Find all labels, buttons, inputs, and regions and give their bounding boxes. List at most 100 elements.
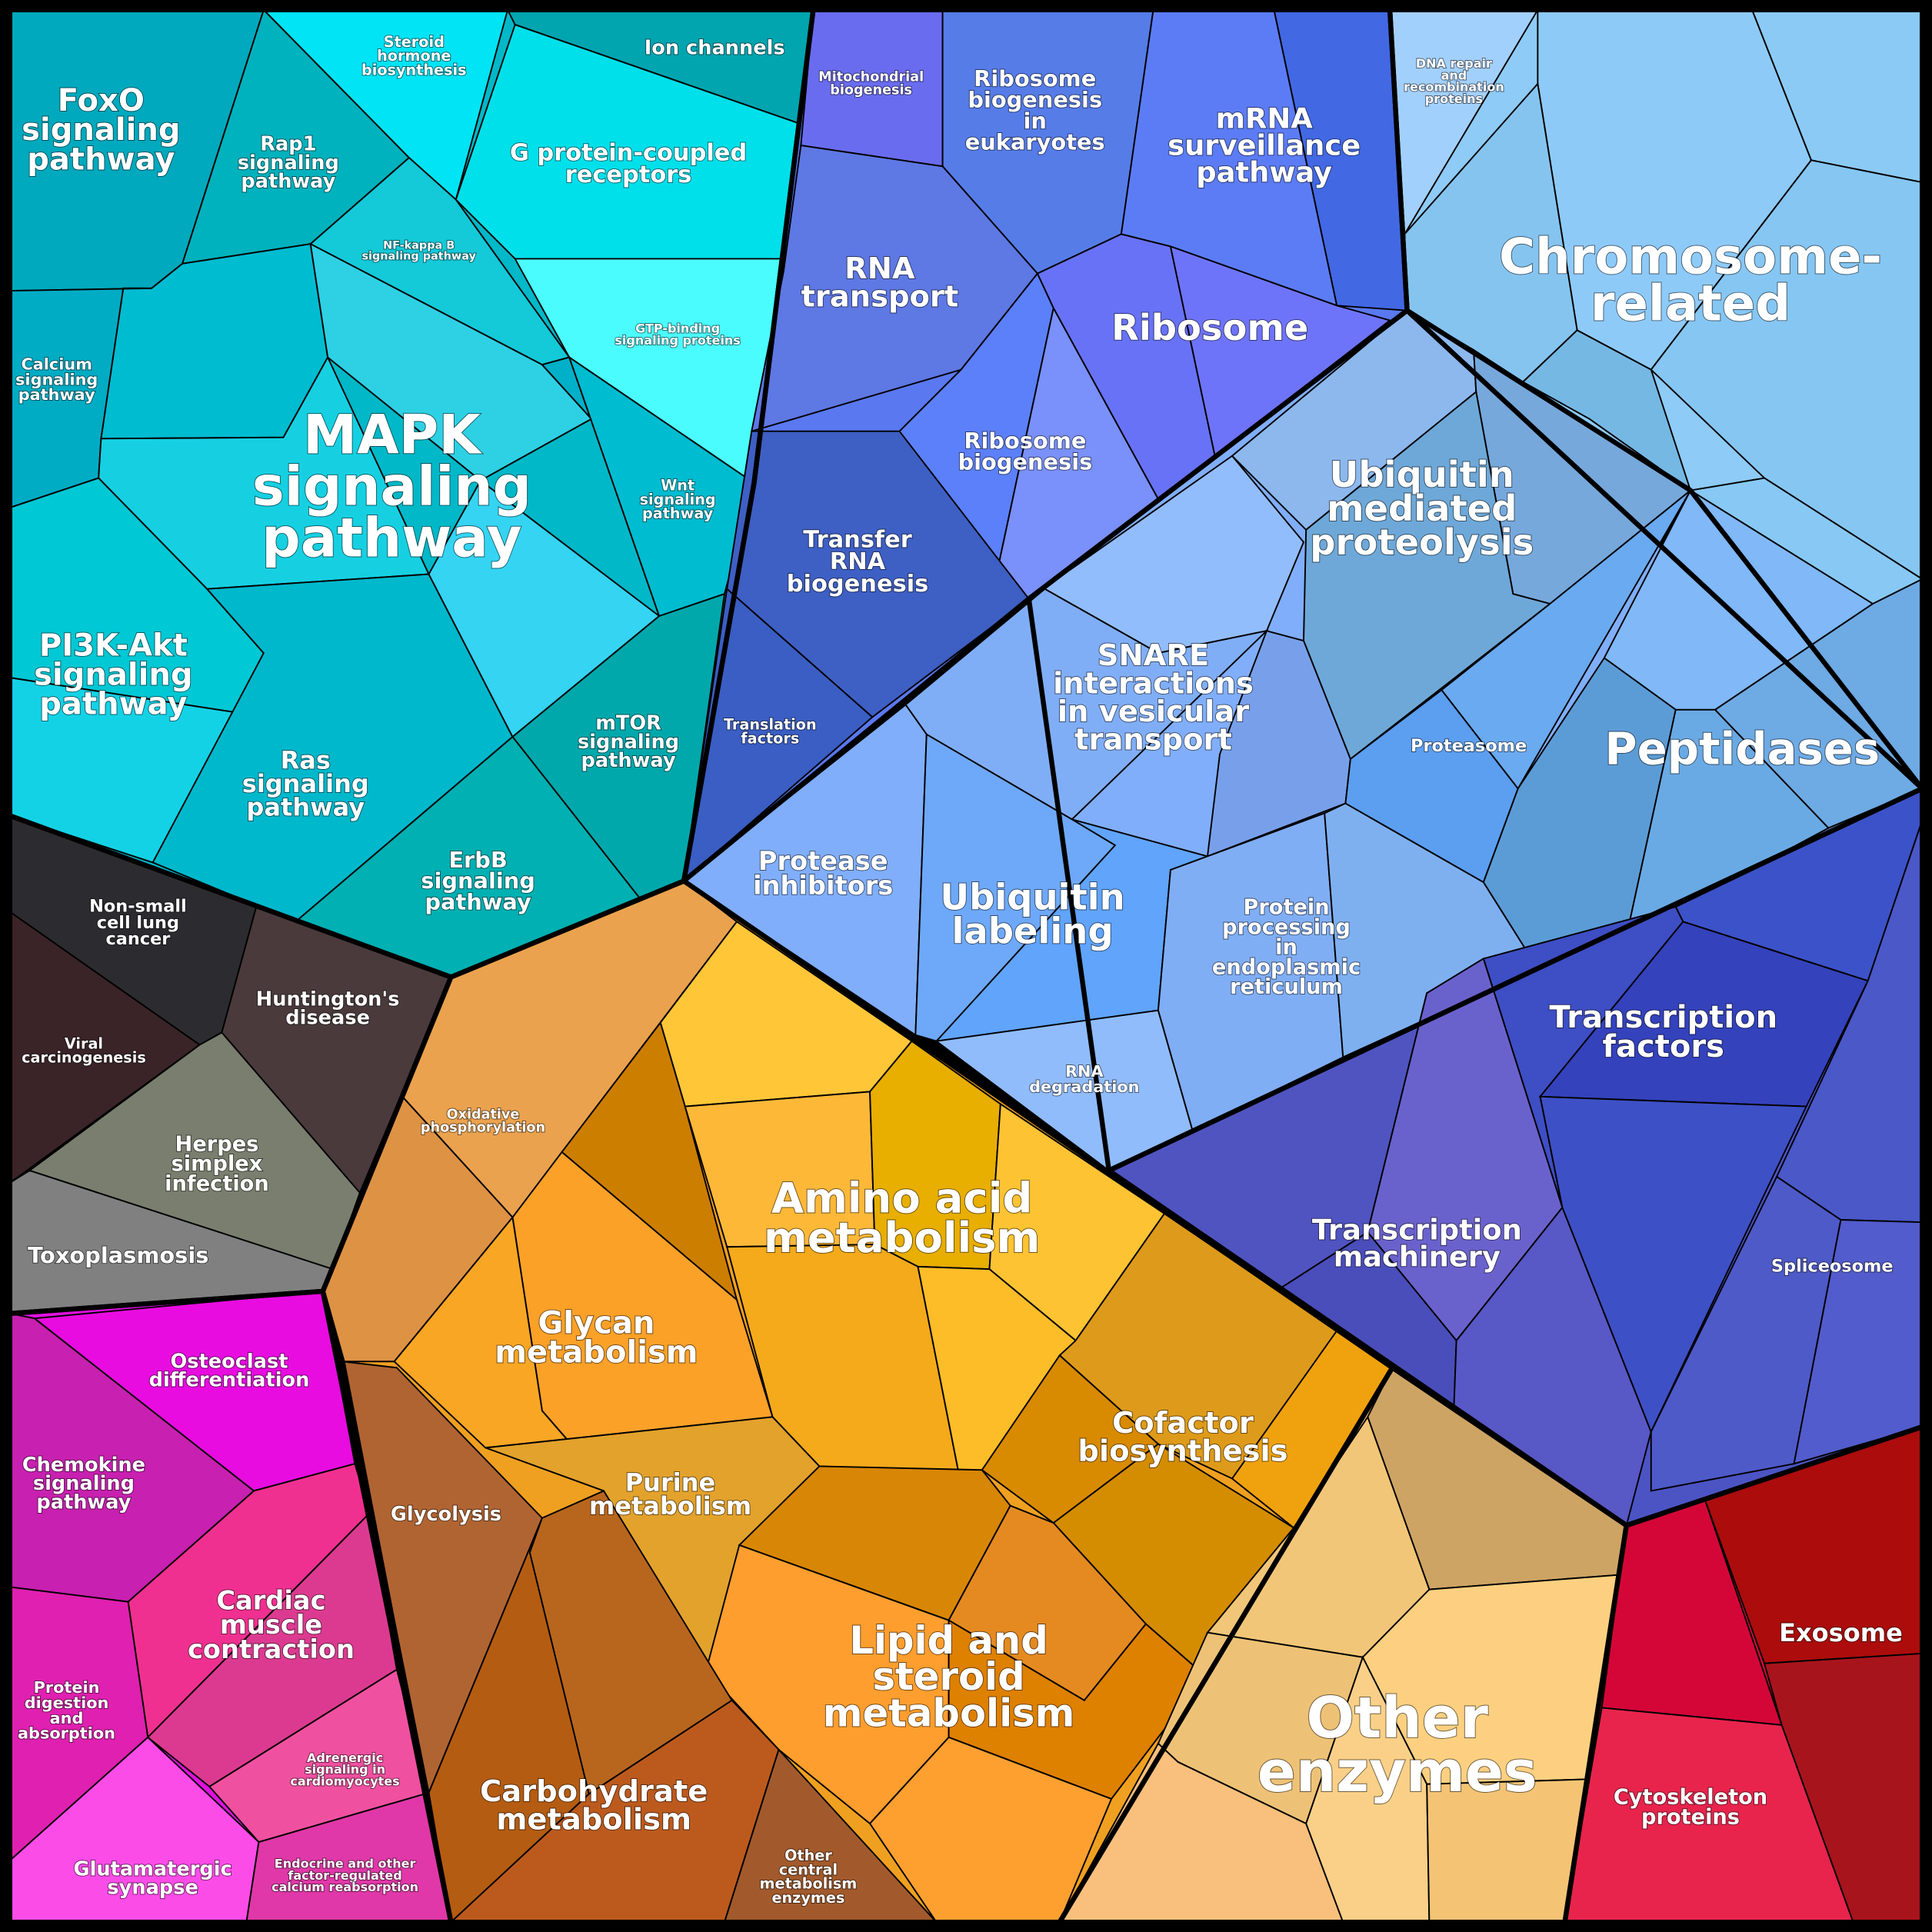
protein-cell bbox=[309, 242, 593, 481]
pathway-label-glycolysis: Glycolysis bbox=[391, 1503, 501, 1526]
label-line: Cardiac bbox=[216, 1585, 325, 1615]
label-line: enzymes bbox=[771, 1889, 844, 1907]
label-line: differentiation bbox=[149, 1369, 310, 1392]
pathway-label-cardiac-muscle-contraction: Cardiac muscle contraction bbox=[188, 1585, 355, 1664]
label-line: Calcium bbox=[21, 355, 92, 374]
label-line: mTOR bbox=[595, 711, 661, 734]
label-line: biogenesis bbox=[958, 449, 1092, 475]
label-line: cell lung bbox=[97, 913, 179, 933]
label-line: pathway bbox=[425, 889, 531, 915]
pathway-label-amino-acid-metabolism: Amino acid metabolism bbox=[764, 1173, 1040, 1262]
label-line: Transcription bbox=[1312, 1214, 1522, 1247]
label-line: Transcription bbox=[1549, 1000, 1777, 1035]
label-line: signaling in bbox=[305, 1762, 385, 1777]
pathway-label-rna-transport: RNA transport bbox=[801, 251, 958, 315]
label-line: DNA repair bbox=[1416, 56, 1492, 71]
label-line: metabolism bbox=[589, 1491, 751, 1521]
label-line: RNA bbox=[1065, 1062, 1104, 1081]
label-line: Wnt bbox=[661, 477, 695, 495]
label-line: surveillance bbox=[1168, 129, 1361, 162]
label-line: proteins bbox=[1425, 92, 1483, 106]
label-line: signaling bbox=[252, 455, 531, 518]
pathway-label-mapk-signaling-pathway: MAPK signaling pathway bbox=[252, 404, 531, 570]
label-line: Ubiquitin bbox=[940, 876, 1124, 918]
label-line: Cytoskeleton bbox=[1614, 1785, 1767, 1809]
pathway-label-herpes-simplex-infection: Herpes simplex infection bbox=[165, 1132, 269, 1196]
label-line: cancer bbox=[105, 929, 170, 949]
label-line: Lipid and bbox=[849, 1618, 1048, 1663]
label-line: in bbox=[1024, 108, 1047, 134]
pathway-label-ubiquitin-labeling: Ubiquitin labeling bbox=[940, 876, 1124, 951]
label-line: pathway bbox=[27, 142, 175, 177]
pathway-label-viral-carcinogenesis: Viral carcinogenesis bbox=[22, 1034, 146, 1066]
label-line: labeling bbox=[951, 910, 1113, 951]
pathway-label-oxidative-phosphorylation: Oxidative phosphorylation bbox=[421, 1108, 545, 1136]
label-line: Non-small bbox=[89, 897, 187, 917]
label-line: Cofactor bbox=[1112, 1406, 1254, 1441]
protein-cell bbox=[1650, 1175, 1842, 1492]
pathway-label-gtp-binding-signaling-proteins: GTP-binding signaling proteins bbox=[615, 321, 740, 348]
pathway-label-glutamatergic-synapse: Glutamatergic synapse bbox=[74, 1857, 232, 1899]
label-line: Exosome bbox=[1779, 1618, 1903, 1647]
protein-cell bbox=[393, 1215, 568, 1449]
label-line: metabolism bbox=[823, 1690, 1075, 1735]
label-line: synapse bbox=[107, 1877, 198, 1900]
pathway-label-cofactor-biosynthesis: Cofactor biosynthesis bbox=[1078, 1406, 1287, 1469]
label-line: Ribosome bbox=[974, 65, 1096, 92]
pathway-label-chemokine-signaling-pathway: Chemokine signaling pathway bbox=[22, 1454, 145, 1514]
pathway-label-erbb-signaling-pathway: ErbB signaling pathway bbox=[421, 847, 535, 915]
label-line: Proteasome bbox=[1411, 736, 1527, 756]
pathway-label-transfer-rna-biogenesis: Transfer RNA biogenesis bbox=[787, 526, 928, 598]
label-line: disease bbox=[285, 1007, 370, 1030]
label-line: signaling bbox=[22, 112, 180, 148]
label-line: factors bbox=[741, 730, 799, 748]
pathway-label-ion-channels: Ion channels bbox=[645, 36, 785, 59]
label-line: receptors bbox=[565, 162, 692, 188]
pathway-label-other-central-metabolism-enzymes: Other central metabolism enzymes bbox=[760, 1847, 858, 1907]
label-line: MAPK bbox=[303, 404, 482, 467]
label-line: in vesicular bbox=[1058, 695, 1249, 729]
label-line: calcium reabsorption bbox=[271, 1880, 418, 1894]
pathway-label-proteasome: Proteasome bbox=[1411, 736, 1527, 756]
label-line: machinery bbox=[1334, 1241, 1501, 1274]
label-line: Other bbox=[784, 1847, 832, 1864]
pathway-label-rna-degradation: RNA degradation bbox=[1029, 1062, 1139, 1096]
label-line: signaling bbox=[33, 1472, 135, 1495]
label-line: absorption bbox=[18, 1724, 115, 1743]
label-line: biosynthesis bbox=[1078, 1434, 1287, 1469]
pathway-label-toxoplasmosis: Toxoplasmosis bbox=[28, 1242, 208, 1268]
label-line: metabolism bbox=[760, 1875, 858, 1893]
label-line: Translation bbox=[724, 715, 817, 733]
pathway-label-purine-metabolism: Purine metabolism bbox=[589, 1467, 751, 1520]
label-line: enzymes bbox=[1257, 1740, 1537, 1805]
pathway-label-mitochondrial-biogenesis: Mitochondrial biogenesis bbox=[818, 70, 924, 98]
pathway-label-chromosome-related: Chromosome-related bbox=[1499, 229, 1882, 333]
label-line: ErbB bbox=[448, 847, 508, 873]
pathway-label-g-protein-coupled-receptors: G protein-coupled receptors bbox=[510, 139, 747, 188]
label-line: pathway bbox=[642, 505, 714, 522]
label-line: PI3K-Akt bbox=[39, 628, 188, 663]
label-line: biogenesis bbox=[830, 82, 912, 98]
label-line: central bbox=[779, 1860, 838, 1878]
label-line: in bbox=[1275, 935, 1297, 959]
label-line: phosphorylation bbox=[421, 1120, 545, 1135]
label-line: RNA bbox=[844, 251, 915, 286]
label-line: Protein bbox=[34, 1678, 100, 1697]
label-line: signaling bbox=[34, 657, 192, 692]
label-line: mRNA bbox=[1216, 102, 1314, 135]
label-line: eukaryotes bbox=[965, 128, 1105, 155]
label-line: pathway bbox=[39, 686, 187, 721]
label-line: biogenesis bbox=[968, 87, 1102, 113]
pathway-label-lipid-and-steroid-metabolism: Lipid and steroid metabolism bbox=[823, 1618, 1075, 1735]
protein-cell bbox=[1169, 245, 1392, 458]
label-line: contraction bbox=[188, 1634, 355, 1664]
pathway-label-endocrine-and-other-factor-regulated-calcium-reabsorption: Endocrine and other factor-regulated calci… bbox=[271, 1857, 418, 1894]
label-line: Ribosome bbox=[964, 428, 1086, 454]
label-line: RNA bbox=[830, 548, 886, 575]
label-line: Carbohydrate bbox=[480, 1774, 708, 1809]
pathway-label-ribosome: Ribosome bbox=[1111, 307, 1308, 348]
label-line: G protein-coupled bbox=[510, 139, 747, 166]
label-line: metabolism bbox=[764, 1213, 1040, 1262]
